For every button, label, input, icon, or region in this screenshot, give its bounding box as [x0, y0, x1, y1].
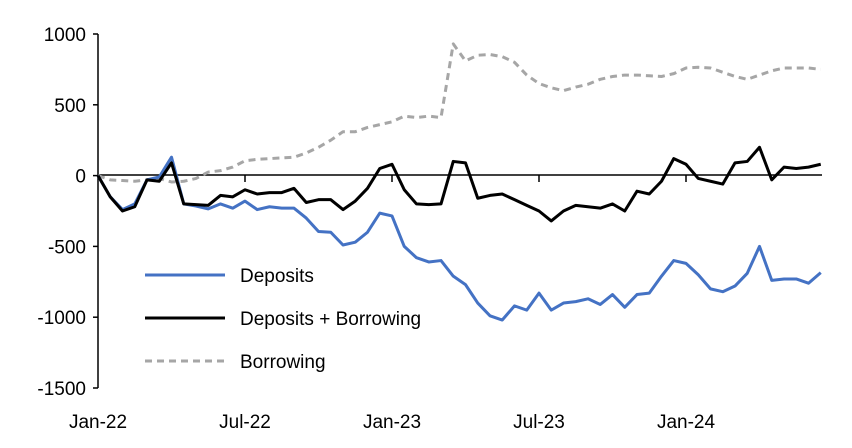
- x-tick-label: Jul-23: [513, 412, 565, 433]
- x-tick-label: Jul-22: [219, 412, 271, 433]
- y-tick-label: 1000: [44, 25, 86, 46]
- x-tick-label: Jan-24: [657, 412, 716, 433]
- legend: Deposits Deposits + Borrowing Borrowing: [145, 266, 421, 373]
- x-tick-label: Jan-23: [363, 412, 421, 433]
- series-line-deposits: [96, 155, 822, 322]
- legend-label: Deposits: [240, 266, 314, 287]
- y-tick-label: -1500: [37, 379, 86, 400]
- y-tick-label: -1000: [37, 308, 86, 329]
- legend-label: Deposits + Borrowing: [240, 309, 421, 330]
- series-line-deposits-borrowing: [96, 145, 822, 223]
- series-line-borrowing: [97, 42, 821, 184]
- y-tick-label: 500: [54, 96, 86, 117]
- legend-label: Borrowing: [240, 352, 326, 373]
- x-tick-label: Jan-22: [69, 412, 127, 433]
- y-tick-label: -500: [48, 237, 86, 258]
- y-tick-label: 0: [75, 167, 86, 188]
